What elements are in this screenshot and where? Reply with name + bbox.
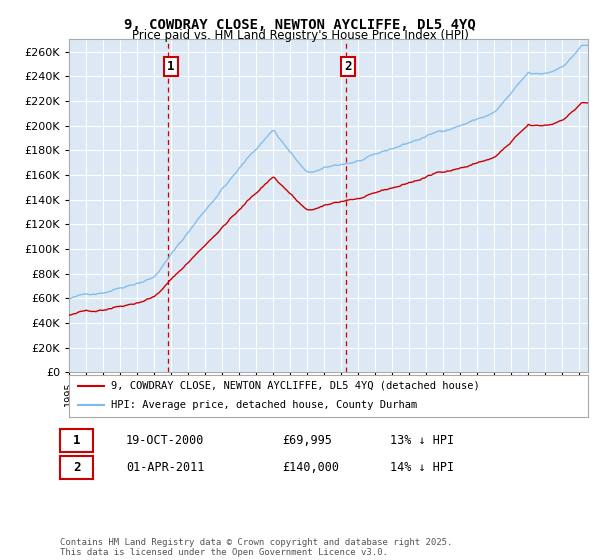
Text: 13% ↓ HPI: 13% ↓ HPI [390, 434, 454, 447]
Text: HPI: Average price, detached house, County Durham: HPI: Average price, detached house, Coun… [110, 400, 417, 410]
Text: 1: 1 [167, 60, 175, 73]
Text: £140,000: £140,000 [282, 461, 339, 474]
Text: 19-OCT-2000: 19-OCT-2000 [126, 434, 205, 447]
Text: 1: 1 [73, 434, 80, 447]
Text: 2: 2 [344, 60, 352, 73]
Text: 14% ↓ HPI: 14% ↓ HPI [390, 461, 454, 474]
Text: 9, COWDRAY CLOSE, NEWTON AYCLIFFE, DL5 4YQ: 9, COWDRAY CLOSE, NEWTON AYCLIFFE, DL5 4… [124, 18, 476, 32]
Text: 9, COWDRAY CLOSE, NEWTON AYCLIFFE, DL5 4YQ (detached house): 9, COWDRAY CLOSE, NEWTON AYCLIFFE, DL5 4… [110, 381, 479, 391]
Text: £69,995: £69,995 [282, 434, 332, 447]
Text: Contains HM Land Registry data © Crown copyright and database right 2025.
This d: Contains HM Land Registry data © Crown c… [60, 538, 452, 557]
Text: 01-APR-2011: 01-APR-2011 [126, 461, 205, 474]
Text: Price paid vs. HM Land Registry's House Price Index (HPI): Price paid vs. HM Land Registry's House … [131, 29, 469, 42]
Text: 2: 2 [73, 461, 80, 474]
